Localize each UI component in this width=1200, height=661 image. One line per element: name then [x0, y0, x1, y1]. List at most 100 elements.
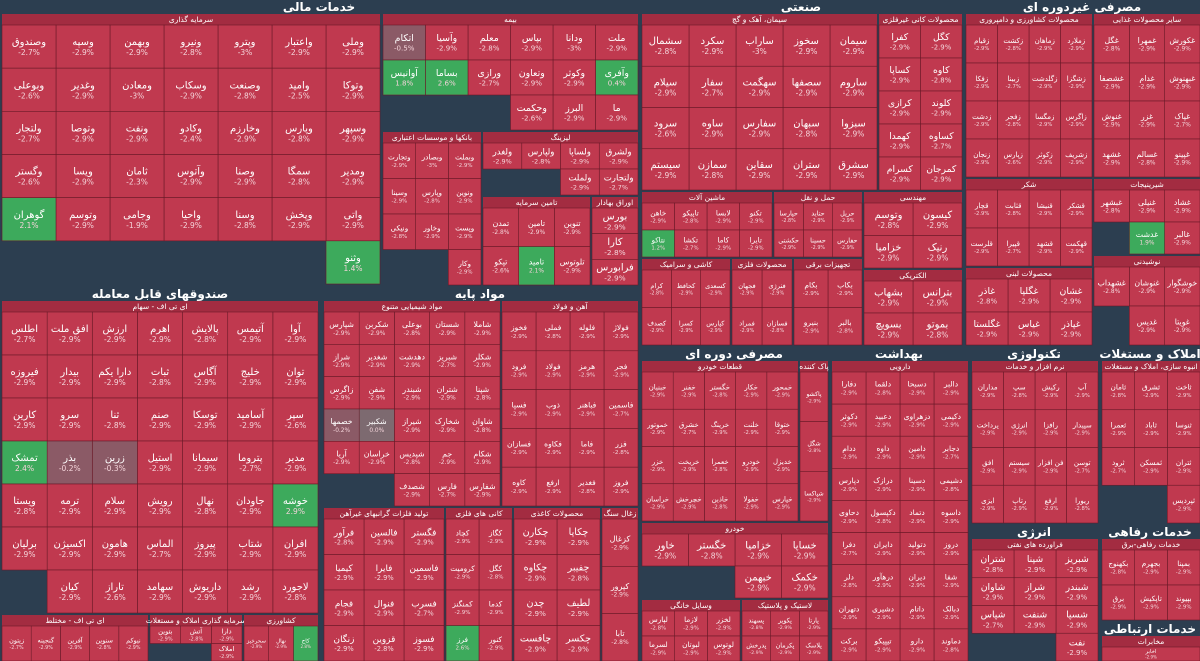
- tile[interactable]: [1, 197, 57, 242]
- tile[interactable]: [394, 344, 430, 377]
- tile[interactable]: [641, 107, 690, 150]
- tile[interactable]: [363, 518, 405, 555]
- tile[interactable]: [272, 569, 319, 614]
- tile[interactable]: [878, 24, 921, 59]
- tile[interactable]: [1093, 138, 1130, 178]
- tile[interactable]: [735, 148, 784, 191]
- tile[interactable]: [217, 24, 273, 69]
- tile[interactable]: [271, 111, 327, 155]
- tile[interactable]: [1093, 100, 1130, 140]
- tile[interactable]: [137, 526, 183, 571]
- tile[interactable]: [323, 344, 360, 377]
- tile[interactable]: [394, 408, 430, 442]
- tile[interactable]: [552, 24, 596, 61]
- tile[interactable]: [829, 148, 878, 191]
- tile[interactable]: [920, 24, 963, 59]
- tile[interactable]: [773, 202, 804, 231]
- tile[interactable]: [831, 596, 867, 630]
- tile[interactable]: [591, 259, 639, 286]
- tile[interactable]: [899, 532, 935, 565]
- tile[interactable]: [467, 24, 511, 61]
- tile[interactable]: [382, 59, 426, 96]
- tile[interactable]: [1167, 584, 1200, 621]
- tile[interactable]: [1101, 584, 1135, 621]
- tile[interactable]: [971, 577, 1015, 606]
- tile[interactable]: [46, 354, 93, 399]
- tile[interactable]: [272, 483, 319, 528]
- tile[interactable]: [933, 371, 969, 405]
- tile[interactable]: [91, 354, 138, 399]
- tile[interactable]: [425, 24, 469, 61]
- tile[interactable]: [734, 533, 782, 567]
- tile[interactable]: [863, 235, 914, 269]
- tile[interactable]: [865, 403, 901, 437]
- tile[interactable]: [569, 311, 605, 352]
- tile[interactable]: [535, 428, 571, 468]
- tile[interactable]: [1060, 227, 1093, 267]
- tile[interactable]: [382, 142, 416, 179]
- tile[interactable]: [358, 441, 395, 474]
- tile[interactable]: [243, 625, 269, 661]
- tile[interactable]: [601, 613, 639, 661]
- tile[interactable]: [513, 518, 558, 555]
- tile[interactable]: [965, 62, 998, 102]
- tile[interactable]: [556, 589, 601, 626]
- tile[interactable]: [560, 142, 600, 170]
- tile[interactable]: [394, 441, 430, 474]
- tile[interactable]: [149, 625, 181, 644]
- tile[interactable]: [865, 596, 901, 630]
- tile[interactable]: [997, 189, 1030, 229]
- tile[interactable]: [899, 564, 935, 598]
- tile[interactable]: [556, 625, 601, 661]
- tile[interactable]: [323, 554, 365, 591]
- tile[interactable]: [513, 589, 558, 626]
- tile[interactable]: [799, 371, 829, 422]
- tile[interactable]: [1013, 549, 1057, 579]
- tile[interactable]: [478, 625, 513, 661]
- tile[interactable]: [478, 554, 513, 591]
- tile[interactable]: [55, 197, 111, 242]
- tile[interactable]: [674, 229, 708, 258]
- tile[interactable]: [445, 554, 480, 591]
- tile[interactable]: [109, 67, 165, 112]
- tile[interactable]: [707, 610, 741, 637]
- tile[interactable]: [55, 67, 111, 112]
- tile[interactable]: [1003, 409, 1036, 448]
- tile[interactable]: [766, 371, 799, 410]
- tile[interactable]: [429, 408, 466, 442]
- tile[interactable]: [501, 350, 537, 390]
- tile[interactable]: [641, 269, 672, 308]
- tile[interactable]: [91, 569, 138, 614]
- tile[interactable]: [46, 440, 93, 485]
- tile[interactable]: [641, 371, 674, 410]
- tile[interactable]: [933, 468, 969, 501]
- tile[interactable]: [761, 269, 793, 308]
- tile[interactable]: [1101, 447, 1135, 486]
- tile[interactable]: [971, 549, 1015, 579]
- tile[interactable]: [603, 466, 639, 507]
- tile[interactable]: [513, 625, 558, 661]
- tile[interactable]: [1134, 409, 1168, 448]
- tile[interactable]: [1129, 62, 1165, 102]
- tile[interactable]: [55, 154, 111, 198]
- tile[interactable]: [1060, 100, 1093, 140]
- tile[interactable]: [217, 197, 273, 242]
- tile[interactable]: [358, 376, 395, 410]
- tile[interactable]: [1134, 447, 1168, 486]
- tile[interactable]: [799, 421, 829, 472]
- tile[interactable]: [829, 24, 878, 67]
- tile[interactable]: [227, 526, 274, 571]
- tile[interactable]: [403, 625, 445, 661]
- tile[interactable]: [878, 90, 921, 125]
- tile[interactable]: [448, 249, 482, 286]
- tile[interactable]: [735, 408, 768, 447]
- tile[interactable]: [831, 403, 867, 437]
- tile[interactable]: [325, 67, 381, 112]
- tile[interactable]: [863, 312, 914, 346]
- tile[interactable]: [735, 446, 768, 485]
- tile[interactable]: [501, 428, 537, 468]
- tile[interactable]: [1167, 484, 1200, 524]
- tile[interactable]: [272, 311, 319, 356]
- tile[interactable]: [1055, 577, 1099, 606]
- tile[interactable]: [1003, 484, 1036, 524]
